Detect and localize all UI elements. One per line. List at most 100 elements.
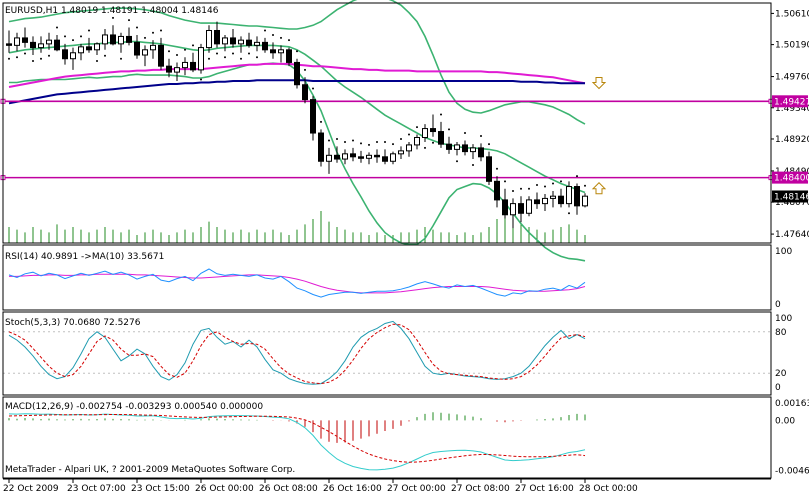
candle-bull [390,153,396,162]
y-tick-label: 1.50610 [775,9,809,19]
x-tick-label: 22 Oct 2009 [3,484,59,494]
sar-dot [400,137,402,140]
stoch-label: Stoch(5,3,3) 70.0680 72.5276 [5,318,141,328]
sar-dot [376,140,378,143]
current-price-box [772,190,808,203]
x-tick-label: 28 Oct 00:00 [579,484,638,494]
hline-price-box [772,95,808,108]
sar-dot [32,59,34,62]
sar-dot [104,54,106,57]
candle-bull [182,61,188,69]
x-axis: 22 Oct 2009 23 Oct 07:00 23 Oct 15:00 26 Oc… [3,478,771,494]
macd-pane [8,412,586,471]
y-axis: 1.50610 1.50190 1.49760 1.49340 1.48920 1.484… [771,0,809,480]
candle-bull [78,46,84,54]
rsi-line [8,268,586,298]
sar-dot [288,39,290,42]
sar-dot [528,187,530,190]
candle-bull [198,47,204,71]
y-tick-label: 1.49760 [775,73,809,83]
candle-bull [470,147,476,153]
candle-bear [302,84,308,101]
sar-dot [464,132,466,135]
candle-bear [214,29,220,45]
candle-bull [150,44,156,51]
sar-dot [544,185,546,188]
pane-frame-macd [2,396,772,479]
pane-frame-main [2,2,772,244]
candle-bull [398,150,404,155]
sar-dot [392,143,394,146]
macd-tick-label: -0.00469 [775,467,809,477]
candle-bull [278,49,284,54]
y-tick-label: 1.50190 [775,41,809,51]
sar-dot [48,54,50,57]
sar-dot [360,142,362,145]
sar-dot [304,68,306,71]
candle-bear [478,147,484,158]
sar-dot [272,33,274,36]
rsi-tick-label: 100 [775,247,792,257]
candle-bull [70,52,76,60]
sar-dot [344,140,346,143]
sar-dot [16,56,18,59]
sar-dot [296,50,298,53]
candle-bear [126,35,132,43]
candle-bear [246,39,252,46]
candle-bear [462,144,468,153]
sar-dot [176,54,178,57]
candle-bull [454,144,460,150]
sar-dot [416,126,418,129]
candle-bear [358,156,364,159]
candle-bear [270,49,276,54]
candle-bear [22,37,28,43]
macd-signal-line [8,414,586,463]
candle-bear [558,195,564,205]
hline-price-box [772,171,808,184]
candle-bear [350,153,356,158]
x-tick-label: 23 Oct 07:00 [67,484,126,494]
sar-dot [312,87,314,90]
hline-price-label: 1.48400 [774,174,809,184]
sar-dot [432,141,434,144]
sar-dot [536,184,538,187]
sar-dot [488,143,490,146]
arrow-down-icon [591,77,607,90]
sar-dot [496,167,498,170]
rsi-pane [8,268,586,298]
candle-bear [134,41,140,56]
sar-dot [72,39,74,42]
sar-dot [552,182,554,185]
candle-bear [438,131,444,145]
candle-bull [254,41,260,46]
candle-bull [142,49,148,56]
sar-dot [504,180,506,183]
y-tick-label: 1.47640 [775,230,809,240]
stoch-tick-label: 100 [775,314,792,324]
sar-dot [320,120,322,123]
sar-dot [224,56,226,59]
x-tick-label: 26 Oct 16:00 [323,484,382,494]
sar-dot [8,57,10,60]
candle-bear [86,46,92,51]
candle-bull [366,154,372,159]
candle-bear [502,199,508,216]
candle-bear [374,154,380,158]
candle-bear [30,41,36,49]
sar-dot [440,113,442,116]
sar-dot [216,52,218,55]
x-tick-label: 27 Oct 00:00 [387,484,446,494]
sar-dot [136,26,138,29]
sar-dot [128,19,130,22]
sar-dot [352,139,354,142]
sar-dot [40,57,42,60]
candle-bull [414,136,420,146]
volume-histogram [8,211,586,243]
candle-bear [6,43,12,46]
candle-bear [382,156,388,162]
y-tick-label: 1.49340 [775,104,809,114]
candle-bear [262,41,268,51]
pane-frame-rsi [2,244,772,311]
